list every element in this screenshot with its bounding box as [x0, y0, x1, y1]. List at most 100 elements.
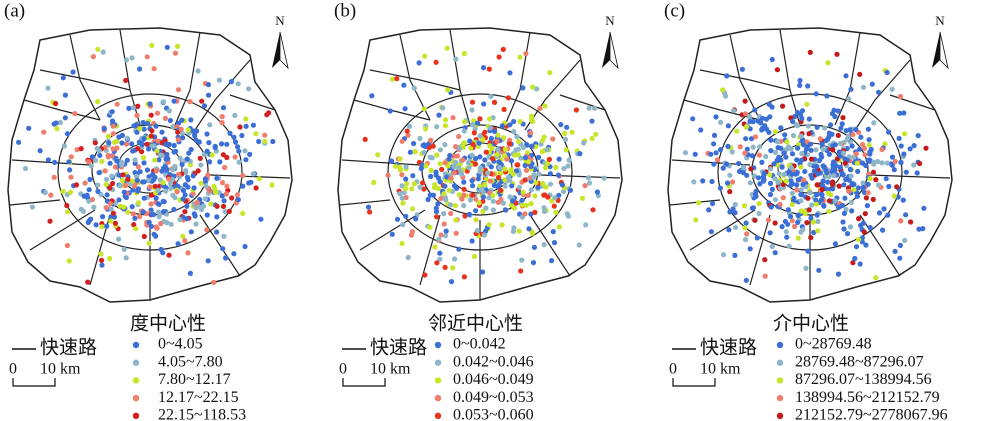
map-point	[362, 136, 368, 142]
map-point	[863, 162, 869, 169]
map-point	[106, 140, 112, 146]
map-point	[232, 112, 238, 118]
map-point	[121, 246, 127, 252]
map-point	[860, 184, 866, 191]
city-boundary	[337, 27, 623, 303]
map-point	[542, 103, 548, 109]
map-point	[135, 164, 141, 170]
map-point	[536, 171, 542, 177]
map-point	[53, 120, 59, 126]
scale-end: 10 km	[40, 361, 81, 378]
map-point	[103, 176, 110, 182]
city-boundary	[7, 27, 293, 303]
map-point	[907, 146, 913, 152]
map-point	[148, 223, 154, 229]
map-point	[130, 211, 136, 217]
map-point	[528, 130, 534, 136]
map-point	[485, 170, 491, 176]
map-point	[789, 190, 795, 196]
road-legend-label: 快速路	[700, 336, 757, 358]
map-point	[182, 209, 188, 215]
map-point	[198, 180, 204, 186]
map-point	[469, 238, 475, 244]
map-point	[915, 133, 921, 139]
map-point	[139, 149, 145, 155]
map-point	[795, 145, 801, 151]
map-point	[242, 148, 248, 154]
map-point	[866, 142, 872, 148]
map-point	[417, 135, 423, 142]
map-point	[847, 127, 853, 133]
map-point	[467, 197, 473, 203]
map-point	[153, 224, 159, 230]
map-point	[153, 123, 159, 129]
map-point	[399, 138, 405, 144]
map-point	[804, 101, 810, 107]
map-point	[585, 175, 592, 181]
map-point	[209, 152, 215, 158]
map-point	[921, 205, 927, 211]
map-point	[497, 164, 503, 171]
map-point	[440, 105, 446, 111]
map-point	[432, 244, 438, 250]
map-point	[528, 211, 534, 217]
map-point	[270, 138, 276, 145]
map-point	[144, 54, 150, 60]
map-point	[104, 192, 110, 198]
map-point	[247, 151, 253, 157]
map-point	[601, 175, 607, 181]
map-point	[807, 141, 814, 147]
map-point	[541, 205, 547, 211]
map-point	[193, 221, 199, 227]
map-point	[160, 99, 166, 105]
map-point	[448, 210, 454, 217]
legend-swatch	[776, 412, 784, 419]
road	[749, 214, 771, 286]
map-point	[82, 180, 88, 186]
legend-title: 介中心性	[773, 312, 849, 334]
map-point	[857, 71, 863, 77]
map-point	[109, 109, 115, 115]
map-point	[435, 186, 442, 192]
road	[29, 209, 96, 251]
road	[854, 59, 911, 131]
map-point	[832, 113, 838, 120]
map-point	[693, 217, 699, 223]
map-point	[141, 233, 147, 240]
map-point	[85, 279, 91, 285]
map-point	[202, 179, 208, 185]
map-point	[481, 101, 487, 107]
map-point	[864, 203, 870, 209]
map-point	[437, 147, 443, 153]
map-point	[387, 108, 393, 114]
map-point	[154, 148, 160, 154]
map-point	[242, 243, 248, 250]
map-point	[897, 255, 903, 261]
map-point	[141, 126, 147, 132]
map-point	[112, 164, 118, 170]
map-point	[461, 202, 467, 209]
map-point	[151, 66, 157, 72]
map-point	[482, 157, 488, 163]
map-point	[188, 229, 194, 235]
map-point	[219, 114, 225, 120]
map-point	[713, 150, 719, 156]
map-point	[767, 180, 774, 186]
map-point	[177, 155, 183, 161]
map-point	[682, 150, 689, 156]
map-point	[494, 152, 500, 158]
map-point	[772, 129, 778, 135]
map-point	[816, 157, 822, 164]
map-point	[148, 133, 154, 139]
map-point	[483, 228, 489, 234]
map-point	[558, 122, 564, 128]
map-point	[795, 219, 801, 225]
map-point	[191, 211, 197, 217]
map-point	[826, 198, 832, 204]
map-point	[179, 161, 185, 168]
map-point	[800, 142, 807, 148]
map-point	[528, 113, 535, 119]
map-point	[78, 146, 84, 152]
map-point	[824, 93, 830, 99]
